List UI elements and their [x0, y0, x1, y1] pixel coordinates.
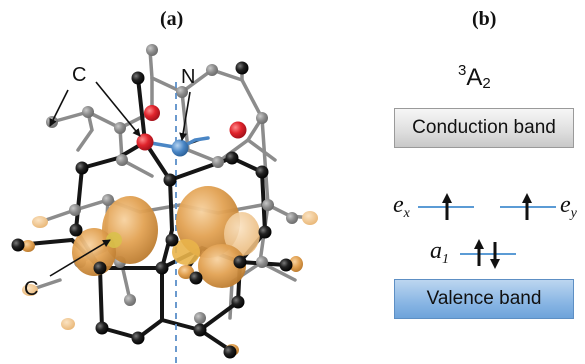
- nitrogen-atom: [171, 139, 189, 157]
- a1-label: a1: [430, 238, 449, 267]
- carbon-atoms: [11, 61, 293, 359]
- valence-band: Valence band: [394, 279, 574, 319]
- carbon-label-top: C: [72, 64, 87, 86]
- carbon-label-bottom: C: [24, 278, 39, 300]
- ey-label: ey: [560, 192, 577, 221]
- ground-state-term: 3A2: [458, 62, 491, 92]
- panel-label-a: (a): [160, 8, 184, 30]
- panel-label-b: (b): [472, 8, 497, 30]
- conduction-band: Conduction band: [394, 108, 574, 148]
- vacancy-neighbor-carbons: [136, 105, 247, 151]
- label-arrows: [49, 81, 191, 277]
- ex-label: ex: [393, 192, 410, 221]
- nitrogen-label: N: [181, 66, 196, 88]
